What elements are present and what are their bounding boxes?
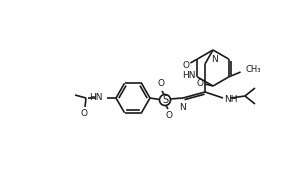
Text: O: O (196, 79, 204, 87)
Text: N: N (179, 103, 185, 112)
Text: S: S (162, 95, 168, 105)
Text: O: O (183, 60, 190, 69)
Circle shape (160, 95, 170, 106)
Text: HN: HN (182, 71, 196, 80)
Text: HN: HN (90, 93, 103, 102)
Text: O: O (158, 80, 164, 89)
Text: N: N (211, 55, 217, 64)
Text: O: O (81, 108, 88, 118)
Text: NH: NH (224, 95, 238, 103)
Text: CH₃: CH₃ (246, 65, 261, 74)
Text: O: O (166, 112, 173, 120)
